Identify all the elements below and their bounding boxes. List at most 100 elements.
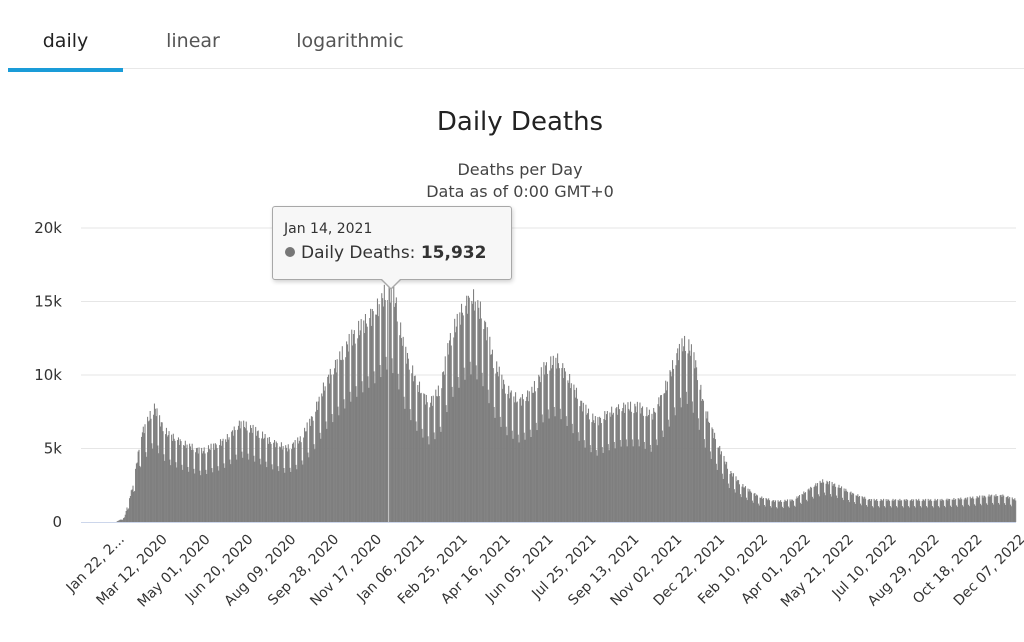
bar [720, 451, 722, 522]
tab-daily[interactable]: daily [42, 30, 89, 52]
bar [416, 430, 418, 522]
bar [233, 426, 235, 522]
bar [373, 371, 375, 522]
bar [762, 498, 764, 522]
bar [722, 478, 724, 522]
bar [782, 508, 784, 522]
bar [672, 368, 674, 522]
bar [563, 368, 566, 522]
bar [188, 471, 190, 522]
bar [313, 444, 315, 522]
bar [587, 413, 589, 522]
bar [389, 302, 391, 522]
bar [120, 519, 122, 522]
bar [272, 469, 274, 522]
bar [597, 417, 599, 522]
bar [584, 447, 586, 522]
bar [148, 420, 150, 522]
bar [306, 422, 308, 522]
bar [629, 401, 632, 522]
bar [816, 486, 818, 522]
bar [883, 506, 885, 522]
bar [334, 359, 336, 522]
tab-logarithmic[interactable]: logarithmic [296, 30, 404, 52]
bar [614, 448, 616, 522]
bar [415, 421, 417, 522]
bar [363, 320, 365, 522]
bar [623, 402, 625, 522]
series-dot-icon [285, 247, 295, 257]
bar [726, 461, 728, 522]
bar [998, 504, 1000, 522]
bar [357, 338, 359, 522]
bar [602, 452, 604, 522]
bar [128, 508, 130, 522]
bar [703, 439, 705, 522]
bar [858, 496, 860, 522]
bar [131, 489, 133, 522]
bar [666, 390, 668, 522]
bar [855, 495, 857, 522]
bar [316, 409, 318, 522]
bar [802, 494, 804, 522]
bar [331, 414, 333, 522]
bar [922, 499, 924, 522]
bar [617, 414, 619, 522]
bar [1000, 494, 1002, 522]
bar [449, 333, 451, 522]
bar [161, 422, 163, 522]
bar [1006, 496, 1008, 522]
bar [315, 411, 317, 522]
bar [793, 505, 795, 522]
bar [702, 399, 704, 522]
tab-linear[interactable]: linear [166, 30, 220, 52]
bar [441, 388, 443, 522]
bar [311, 416, 313, 522]
bar [835, 495, 837, 522]
bar [243, 420, 245, 522]
y-tick-label: 0 [52, 513, 62, 531]
bar [387, 300, 389, 522]
bar [673, 407, 675, 522]
bar [891, 500, 893, 522]
bar [825, 483, 827, 522]
tab-bar-divider [8, 68, 1024, 69]
bar [982, 497, 984, 522]
bar [660, 394, 662, 522]
bar [367, 376, 369, 522]
bar [276, 443, 278, 522]
bar [702, 400, 704, 522]
bar [579, 406, 581, 522]
bar [979, 503, 982, 522]
bar [255, 435, 258, 522]
bar [330, 374, 332, 522]
bar [600, 423, 602, 522]
bar [856, 495, 858, 522]
bar [540, 367, 542, 522]
bar [671, 376, 673, 522]
bar [868, 499, 870, 522]
bar [595, 450, 597, 522]
bar [293, 447, 295, 522]
bar [418, 391, 420, 522]
bar [123, 518, 125, 522]
bar [308, 457, 310, 522]
bar [535, 422, 537, 522]
bar [302, 464, 304, 522]
bar [935, 500, 937, 522]
bar [556, 368, 558, 522]
bar [780, 500, 782, 522]
bar [149, 410, 151, 522]
bar [610, 416, 612, 522]
bar [798, 494, 801, 522]
bar [562, 363, 564, 522]
bar [533, 381, 535, 522]
bar [429, 407, 431, 522]
bar [273, 442, 275, 522]
bar [266, 467, 268, 522]
bar [286, 447, 288, 522]
bar [364, 333, 366, 522]
bar [358, 320, 360, 522]
bar [204, 453, 206, 522]
bar [304, 427, 306, 522]
